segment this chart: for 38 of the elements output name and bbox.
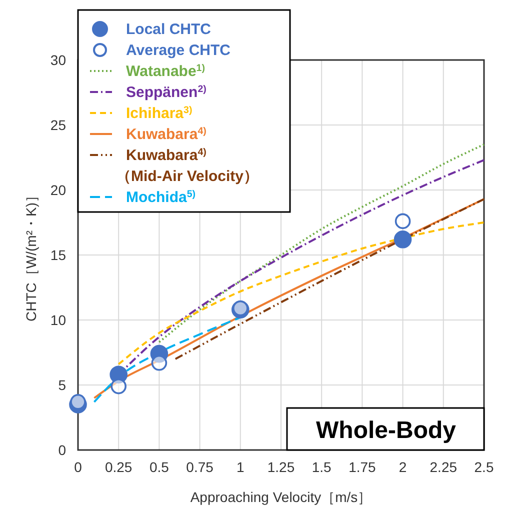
x-tick-label: 0.25 [104,459,132,475]
y-tick-label: 5 [58,377,66,393]
x-tick-label: 1.75 [348,459,376,475]
legend-label: Kuwabara$^{4)}$ （Mid-Air Velocity） [116,146,259,185]
x-axis-title: Approaching Velocity［m/s］ [190,489,372,505]
line-series [118,222,485,366]
legend-label: Ichihara$^{3)}$ [126,104,192,122]
x-tick-label: 0.75 [186,459,214,475]
y-axis-title: CHTC［W/(m²・K)］ [23,188,39,322]
legend-label: Kuwabara$^{4)}$ [126,126,206,143]
x-tick-label: 0.5 [149,459,170,475]
annotation: Whole-Body [316,417,457,444]
y-tick-label: 10 [50,312,66,328]
y-tick-label: 30 [50,52,66,68]
point [110,366,128,384]
legend-label: Watanabe$^{1)}$ [126,62,205,80]
legend-label: Mochida$^{5)}$ [126,188,196,206]
point [394,213,411,230]
legend-label: Seppänen$^{2)}$ [126,84,206,101]
x-tick-label: 2 [398,459,407,475]
x-tick-label: 1 [236,459,244,475]
x-tick-label: 2.5 [474,459,494,475]
y-tick-label: 15 [50,247,66,263]
legend-label: Average CHTC [126,42,231,59]
y-tick-label: 20 [50,182,66,198]
y-tick-label: 25 [50,117,66,133]
point [394,230,412,248]
y-tick-label: 0 [58,442,66,458]
point [69,396,87,414]
point [70,394,86,410]
x-tick-label: 1.25 [267,459,295,475]
legend-label: Local CHTC [126,21,212,38]
point [150,344,168,363]
point [110,378,126,394]
x-tick-label: 2.25 [430,459,458,475]
point [151,355,168,371]
x-tick-label: 1.5 [312,459,332,475]
x-tick-label: 0 [74,459,82,475]
